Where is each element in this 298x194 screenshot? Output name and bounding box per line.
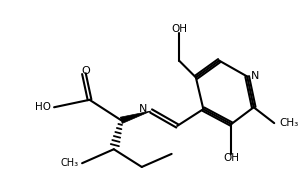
Polygon shape (120, 111, 151, 123)
Text: HO: HO (35, 102, 51, 112)
Text: N: N (251, 71, 259, 81)
Text: O: O (81, 66, 90, 76)
Text: OH: OH (223, 153, 239, 163)
Text: CH₃: CH₃ (280, 118, 298, 128)
Text: N: N (139, 104, 148, 114)
Text: CH₃: CH₃ (60, 158, 78, 168)
Text: OH: OH (171, 24, 187, 34)
